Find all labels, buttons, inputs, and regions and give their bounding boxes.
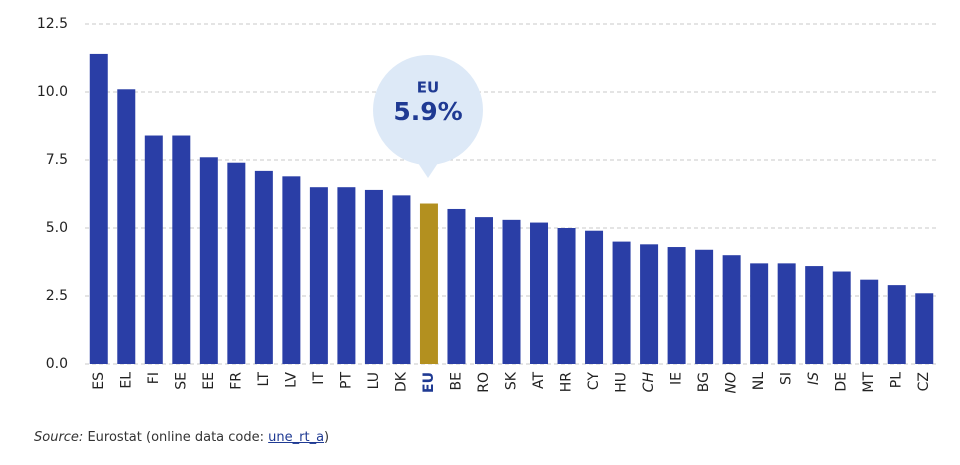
x-tick-label: HR	[559, 372, 575, 393]
callout-pointer	[416, 160, 440, 178]
bar	[474, 217, 493, 364]
x-tick-label: FI	[146, 372, 162, 384]
y-tick-label: 0.0	[46, 356, 68, 372]
x-tick-label: EL	[118, 372, 134, 389]
y-tick-label: 7.5	[46, 152, 68, 168]
bar	[667, 247, 686, 364]
bar	[227, 162, 246, 364]
bar	[337, 187, 356, 364]
source-link[interactable]: une_rt_a	[268, 430, 325, 445]
bar	[557, 228, 576, 364]
y-tick-label: 12.5	[37, 16, 68, 32]
x-tick-label: FR	[228, 372, 244, 390]
x-tick-label: EE	[201, 372, 217, 390]
callout: EU 5.9%	[373, 55, 483, 178]
x-tick-label: CH	[641, 372, 657, 393]
y-tick-label: 2.5	[46, 288, 68, 304]
x-tick-label: CY	[586, 372, 602, 391]
x-tick-label: LU	[366, 372, 382, 389]
x-tick-label: MT	[861, 372, 877, 393]
y-tick-label: 5.0	[46, 220, 68, 236]
callout-bubble	[373, 55, 483, 165]
callout-value: 5.9%	[393, 97, 462, 126]
x-tick-label: ES	[91, 372, 107, 390]
bar	[419, 203, 438, 364]
bar	[722, 255, 741, 364]
bar	[530, 222, 549, 364]
bar	[364, 189, 383, 364]
bar	[695, 249, 714, 364]
chart: 0.0 2.5 5.0 7.5 10.0 12.5 ES EL FI SE EE FR LT LV IT PT…	[37, 16, 938, 394]
x-tick-label: NL	[751, 372, 767, 390]
x-tick-label: EU	[421, 372, 437, 393]
x-tick-label: PT	[338, 372, 354, 389]
bar	[915, 293, 934, 364]
source-text: Eurostat (online data code:	[87, 430, 265, 445]
x-tick-label: IE	[669, 372, 685, 385]
y-tick-label: 10.0	[37, 84, 68, 100]
bar	[89, 53, 108, 365]
bar	[254, 170, 273, 364]
bar	[282, 176, 301, 364]
x-tick-label: AT	[531, 372, 547, 389]
bar	[585, 230, 604, 364]
source-note: Source: Eurostat (online data code: une_…	[34, 430, 329, 445]
bar	[144, 135, 163, 364]
source-suffix: )	[324, 430, 330, 445]
bar	[502, 219, 521, 364]
bar	[392, 195, 411, 364]
source-prefix: Source:	[34, 430, 84, 445]
callout-label: EU	[417, 79, 439, 97]
bar	[612, 241, 631, 364]
x-tick-label: CZ	[916, 372, 932, 391]
x-tick-label: PL	[889, 372, 905, 388]
x-tick-label: SE	[173, 372, 189, 390]
bar	[777, 263, 796, 364]
x-tick-label: SK	[504, 371, 520, 390]
bar	[887, 285, 906, 364]
x-tick-label: NO	[724, 372, 740, 394]
x-tick-label: DK	[393, 371, 409, 392]
x-tick-label: HU	[614, 372, 630, 393]
x-tick-label: IT	[311, 372, 327, 385]
x-tick-label: LT	[256, 372, 272, 387]
x-tick-label: IS	[806, 372, 822, 385]
x-tick-label: SI	[779, 372, 795, 385]
bar	[805, 266, 824, 364]
x-tick-label: BG	[696, 372, 712, 392]
bar	[750, 263, 769, 364]
bar	[172, 135, 191, 364]
bar	[447, 208, 466, 364]
bar	[309, 187, 328, 364]
bar	[860, 279, 879, 364]
x-tick-label: RO	[476, 372, 492, 393]
x-tick-label: LV	[283, 372, 299, 388]
bar	[117, 89, 136, 364]
x-tick-label: BE	[448, 372, 464, 390]
bar	[640, 244, 659, 364]
x-tick-label: DE	[834, 372, 850, 392]
bar	[832, 271, 851, 364]
bar	[199, 157, 218, 364]
